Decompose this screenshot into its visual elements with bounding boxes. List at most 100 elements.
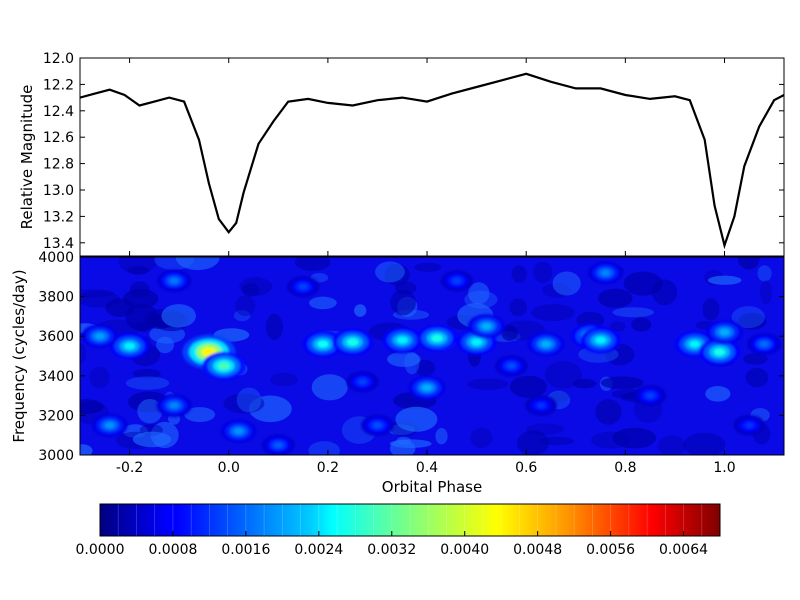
heatmap-noise-patch	[132, 431, 172, 448]
heatmap-noise-patch	[404, 351, 420, 375]
heatmap-hotspots	[81, 261, 782, 455]
heatmap-hotspot	[719, 328, 730, 336]
heatmap-x-tick-label: 0.6	[515, 460, 537, 476]
lightcurve-y-tick-label: 13.4	[43, 236, 74, 252]
heatmap-noise-patch	[533, 261, 553, 283]
heatmap-noise-patch	[161, 304, 196, 328]
colorbar-tick-label: 0.0024	[294, 542, 343, 558]
heatmap-noise-patch	[467, 378, 509, 390]
heatmap-noise-patch	[235, 295, 256, 316]
heatmap-noise-patch	[757, 265, 772, 282]
heatmap-noise-patch	[137, 399, 163, 424]
heatmap-noise-patch	[623, 271, 663, 296]
colorbar-tick-label: 0.0056	[586, 542, 635, 558]
heatmap-noise-patch	[239, 277, 273, 296]
heatmap-hotspot	[169, 277, 179, 284]
heatmap-hotspot	[396, 336, 408, 344]
heatmap-hotspot	[689, 340, 701, 348]
heatmap-noise-patch	[612, 427, 657, 449]
lightcurve-y-tick-label: 12.6	[43, 130, 74, 146]
heatmap-noise-patch	[595, 399, 622, 425]
heatmap-hotspot	[317, 340, 329, 348]
colorbar-tick-label: 0.0032	[367, 542, 416, 558]
heatmap-x-tick-label: 0.0	[218, 460, 240, 476]
heatmap-noise-patch	[89, 366, 110, 389]
heatmap-x-tick-label: -0.2	[116, 460, 143, 476]
heatmap-noise-patch	[223, 393, 265, 414]
colorbar-tick-label: 0.0040	[440, 542, 489, 558]
lightcurve-y-tick-label: 12.0	[43, 51, 74, 67]
heatmap-hotspot	[94, 332, 105, 340]
heatmap-frame	[79, 256, 785, 456]
heatmap-noise-patch	[745, 368, 769, 388]
heatmap-hotspot	[540, 340, 552, 348]
heatmap-noise-patch	[600, 376, 644, 390]
heatmap-y-axis-label: Frequency (cycles/day)	[10, 269, 28, 442]
heatmap-hotspot	[233, 427, 244, 435]
heatmap-noise-patch	[415, 359, 436, 377]
heatmap-noise-patch	[509, 298, 527, 317]
heatmap-y-ticks: 3000 3200 3400 3600 3800 4000	[38, 250, 784, 464]
heatmap-hotspot	[373, 422, 382, 429]
heatmap-noise-patch	[544, 360, 583, 389]
heatmap-noise-patch	[125, 376, 170, 390]
colorbar-ticks: 0.0000 0.0008 0.0016 0.0024 0.0032 0.0040 0.00…	[76, 531, 708, 558]
heatmap-hotspot	[471, 338, 483, 346]
heatmap-noise-patch	[468, 282, 490, 305]
heatmap-noise-patch	[80, 290, 120, 308]
heatmap-hotspot	[595, 336, 607, 344]
heatmap-noise-patch	[308, 441, 340, 455]
heatmap-noise-patch	[132, 368, 161, 379]
heatmap-noise-patch	[80, 399, 104, 415]
heatmap-noise-patch	[80, 343, 87, 364]
heatmap-noise-patch	[590, 431, 631, 449]
heatmap-hotspot	[452, 277, 462, 284]
heatmap-noise-patch	[657, 435, 686, 455]
heatmap-noise-patch	[702, 298, 720, 321]
colorbar: 0.0000 0.0008 0.0016 0.0024 0.0032 0.0040 0.00…	[76, 503, 721, 558]
heatmap-noise-patch	[154, 257, 194, 270]
heatmap-x-tick-label: 0.8	[614, 460, 636, 476]
heatmap-noise-patch	[501, 325, 518, 341]
heatmap-noise-patch	[390, 289, 416, 316]
heatmap-noise-patch	[743, 353, 768, 365]
heatmap-noise-patch	[396, 436, 411, 445]
heatmap-hotspot	[536, 402, 546, 409]
heatmap-y-tick-label: 3400	[38, 369, 74, 385]
heatmap-hotspot	[169, 402, 180, 409]
heatmap-noise-patch	[80, 444, 93, 455]
heatmap-noise-patch	[294, 257, 331, 271]
heatmap-y-tick-label: 3800	[38, 290, 74, 306]
heatmap-noise-patch	[309, 296, 337, 310]
lightcurve-line	[80, 72, 784, 250]
colorbar-tick-label: 0.0008	[148, 542, 197, 558]
heatmap-hotspot	[124, 342, 136, 350]
heatmap-hotspot	[217, 361, 230, 370]
heatmap-noise-patch	[509, 375, 547, 398]
heatmap-noise-patch	[175, 257, 220, 271]
heatmap-noise-patch	[598, 288, 633, 308]
lightcurve-y-ticks: 12.0 12.2 12.4 12.6 12.8 13.0 13.2 13.4	[43, 51, 784, 256]
heatmap-x-tick-label: 0.4	[416, 460, 438, 476]
heatmap-noise-patch	[470, 427, 493, 449]
heatmap-noise-patch	[612, 307, 654, 318]
heatmap-noise-patch	[375, 261, 405, 283]
lightcurve-y-tick-label: 13.2	[43, 209, 74, 225]
heatmap-noise-patch	[311, 374, 348, 401]
heatmap-noise-patch	[384, 264, 410, 286]
heatmap-noise-patch	[516, 430, 550, 455]
heatmap-noise-patch	[631, 317, 652, 332]
heatmap-noise-patch	[242, 283, 260, 297]
heatmap-noise-patch	[435, 428, 448, 445]
heatmap-noise-patch	[731, 306, 765, 329]
heatmap-noise-patch	[414, 262, 442, 272]
lightcurve-y-tick-label: 12.4	[43, 104, 74, 120]
heatmap-noise-patch	[105, 298, 135, 318]
heatmap-x-axis-label: Orbital Phase	[382, 478, 482, 496]
heatmap-noise-patch	[127, 266, 150, 275]
heatmap-hotspot	[421, 384, 433, 392]
heatmap-y-tick-label: 3200	[38, 408, 74, 424]
heatmap-hotspot	[481, 322, 492, 330]
lightcurve-y-tick-label: 12.8	[43, 157, 74, 173]
heatmap-noise-patch	[738, 312, 767, 330]
